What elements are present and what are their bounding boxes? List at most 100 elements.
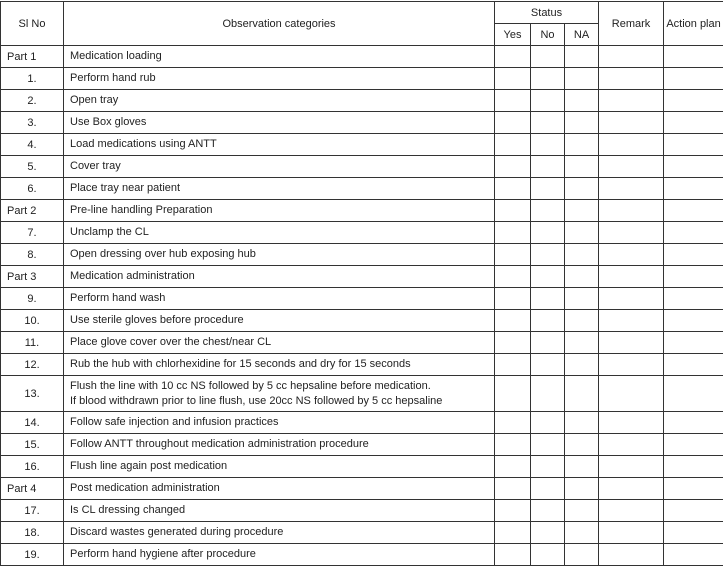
yes-cell[interactable] [495,156,531,178]
action-plan-cell[interactable] [664,412,723,434]
remark-cell[interactable] [599,544,664,566]
action-plan-cell[interactable] [664,46,723,68]
na-cell[interactable] [565,134,599,156]
na-cell[interactable] [565,200,599,222]
na-cell[interactable] [565,500,599,522]
action-plan-cell[interactable] [664,266,723,288]
remark-cell[interactable] [599,222,664,244]
na-cell[interactable] [565,288,599,310]
na-cell[interactable] [565,46,599,68]
remark-cell[interactable] [599,46,664,68]
remark-cell[interactable] [599,412,664,434]
remark-cell[interactable] [599,354,664,376]
remark-cell[interactable] [599,134,664,156]
yes-cell[interactable] [495,310,531,332]
na-cell[interactable] [565,90,599,112]
na-cell[interactable] [565,354,599,376]
no-cell[interactable] [531,288,565,310]
yes-cell[interactable] [495,412,531,434]
action-plan-cell[interactable] [664,456,723,478]
no-cell[interactable] [531,134,565,156]
yes-cell[interactable] [495,456,531,478]
action-plan-cell[interactable] [664,112,723,134]
no-cell[interactable] [531,310,565,332]
no-cell[interactable] [531,112,565,134]
remark-cell[interactable] [599,178,664,200]
yes-cell[interactable] [495,434,531,456]
na-cell[interactable] [565,178,599,200]
na-cell[interactable] [565,156,599,178]
na-cell[interactable] [565,244,599,266]
na-cell[interactable] [565,456,599,478]
remark-cell[interactable] [599,332,664,354]
remark-cell[interactable] [599,266,664,288]
action-plan-cell[interactable] [664,134,723,156]
action-plan-cell[interactable] [664,376,723,412]
yes-cell[interactable] [495,266,531,288]
yes-cell[interactable] [495,522,531,544]
no-cell[interactable] [531,456,565,478]
action-plan-cell[interactable] [664,178,723,200]
remark-cell[interactable] [599,478,664,500]
no-cell[interactable] [531,376,565,412]
action-plan-cell[interactable] [664,354,723,376]
no-cell[interactable] [531,266,565,288]
yes-cell[interactable] [495,354,531,376]
na-cell[interactable] [565,112,599,134]
action-plan-cell[interactable] [664,478,723,500]
na-cell[interactable] [565,222,599,244]
action-plan-cell[interactable] [664,332,723,354]
na-cell[interactable] [565,544,599,566]
yes-cell[interactable] [495,112,531,134]
yes-cell[interactable] [495,332,531,354]
yes-cell[interactable] [495,134,531,156]
action-plan-cell[interactable] [664,544,723,566]
no-cell[interactable] [531,500,565,522]
yes-cell[interactable] [495,244,531,266]
no-cell[interactable] [531,434,565,456]
yes-cell[interactable] [495,222,531,244]
no-cell[interactable] [531,332,565,354]
remark-cell[interactable] [599,376,664,412]
na-cell[interactable] [565,68,599,90]
remark-cell[interactable] [599,68,664,90]
na-cell[interactable] [565,478,599,500]
remark-cell[interactable] [599,456,664,478]
action-plan-cell[interactable] [664,200,723,222]
yes-cell[interactable] [495,200,531,222]
remark-cell[interactable] [599,434,664,456]
no-cell[interactable] [531,46,565,68]
remark-cell[interactable] [599,522,664,544]
no-cell[interactable] [531,412,565,434]
no-cell[interactable] [531,156,565,178]
action-plan-cell[interactable] [664,288,723,310]
remark-cell[interactable] [599,200,664,222]
na-cell[interactable] [565,522,599,544]
yes-cell[interactable] [495,46,531,68]
remark-cell[interactable] [599,500,664,522]
action-plan-cell[interactable] [664,244,723,266]
remark-cell[interactable] [599,288,664,310]
action-plan-cell[interactable] [664,68,723,90]
no-cell[interactable] [531,200,565,222]
no-cell[interactable] [531,68,565,90]
no-cell[interactable] [531,522,565,544]
action-plan-cell[interactable] [664,434,723,456]
na-cell[interactable] [565,266,599,288]
na-cell[interactable] [565,412,599,434]
yes-cell[interactable] [495,500,531,522]
remark-cell[interactable] [599,112,664,134]
remark-cell[interactable] [599,244,664,266]
no-cell[interactable] [531,354,565,376]
action-plan-cell[interactable] [664,310,723,332]
action-plan-cell[interactable] [664,156,723,178]
na-cell[interactable] [565,434,599,456]
yes-cell[interactable] [495,178,531,200]
remark-cell[interactable] [599,310,664,332]
na-cell[interactable] [565,332,599,354]
na-cell[interactable] [565,310,599,332]
no-cell[interactable] [531,90,565,112]
no-cell[interactable] [531,244,565,266]
yes-cell[interactable] [495,90,531,112]
action-plan-cell[interactable] [664,522,723,544]
